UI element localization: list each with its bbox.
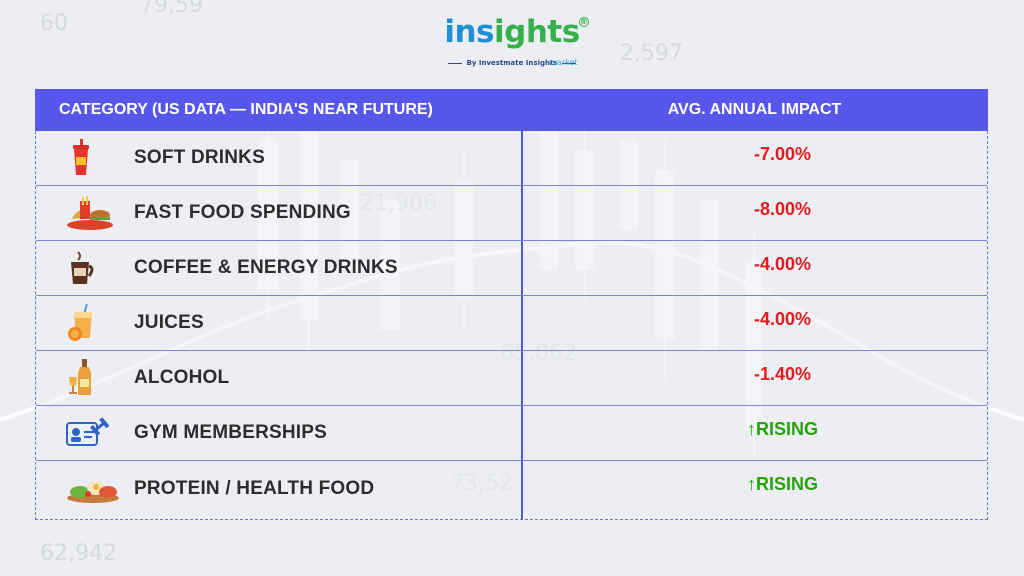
table-row: GYM MEMBERSHIPS ↑RISING bbox=[36, 406, 987, 461]
table-row: FAST FOOD SPENDING -8.00% bbox=[36, 186, 987, 241]
table-header: CATEGORY (US DATA — INDIA'S NEAR FUTURE)… bbox=[35, 89, 988, 131]
impact-value: -7.00% bbox=[753, 143, 812, 164]
impact-value: ↑RISING bbox=[746, 474, 818, 494]
registered-icon: ® bbox=[578, 17, 589, 27]
impact-value: -4.00% bbox=[753, 253, 812, 274]
category-label: COFFEE & ENERGY DRINKS bbox=[134, 257, 398, 278]
svg-text:79,59: 79,59 bbox=[140, 0, 203, 18]
logo-sub: market bbox=[549, 58, 578, 67]
soft-drink-icon bbox=[66, 138, 122, 178]
category-label: FAST FOOD SPENDING bbox=[134, 202, 351, 223]
table-row: JUICES -4.00% bbox=[36, 296, 987, 351]
insights-logo: insights ® market By Investmate Insights bbox=[0, 14, 1024, 67]
category-label: PROTEIN / HEALTH FOOD bbox=[134, 477, 375, 499]
logo-part2: ights bbox=[494, 14, 580, 50]
gym-icon bbox=[66, 413, 122, 453]
impact-value: ↑RISING bbox=[746, 418, 818, 439]
logo-byline: By Investmate Insights bbox=[0, 59, 1024, 67]
category-label: JUICES bbox=[134, 312, 204, 333]
alcohol-icon bbox=[66, 358, 122, 398]
impact-table: CATEGORY (US DATA — INDIA'S NEAR FUTURE)… bbox=[35, 89, 988, 520]
impact-value: -4.00% bbox=[753, 308, 812, 329]
impact-value: -1.40% bbox=[753, 363, 812, 384]
header-category: CATEGORY (US DATA — INDIA'S NEAR FUTURE) bbox=[59, 101, 433, 118]
category-label: SOFT DRINKS bbox=[134, 147, 265, 168]
juice-icon bbox=[66, 303, 122, 343]
category-label: GYM MEMBERSHIPS bbox=[134, 422, 328, 443]
header-impact: AVG. ANNUAL IMPACT bbox=[667, 101, 842, 118]
column-divider bbox=[521, 131, 523, 519]
table-row: ALCOHOL -1.40% bbox=[36, 351, 987, 406]
table-row: SOFT DRINKS -7.00% bbox=[36, 131, 987, 186]
svg-text:62,942: 62,942 bbox=[40, 541, 117, 566]
logo-part1: ins bbox=[444, 14, 494, 50]
health-food-icon bbox=[66, 469, 122, 509]
table-body: SOFT DRINKS -7.00% FAST FOOD S bbox=[35, 131, 988, 520]
svg-text:60: 60 bbox=[40, 11, 68, 36]
fast-food-icon bbox=[66, 193, 122, 233]
logo-wordmark: insights ® market bbox=[444, 14, 589, 67]
category-label: ALCOHOL bbox=[134, 367, 230, 388]
impact-value: -8.00% bbox=[753, 198, 812, 219]
table-row: COFFEE & ENERGY DRINKS -4.00% bbox=[36, 241, 987, 296]
table-row: PROTEIN / HEALTH FOOD ↑RISING bbox=[36, 461, 987, 516]
coffee-icon bbox=[66, 248, 122, 288]
